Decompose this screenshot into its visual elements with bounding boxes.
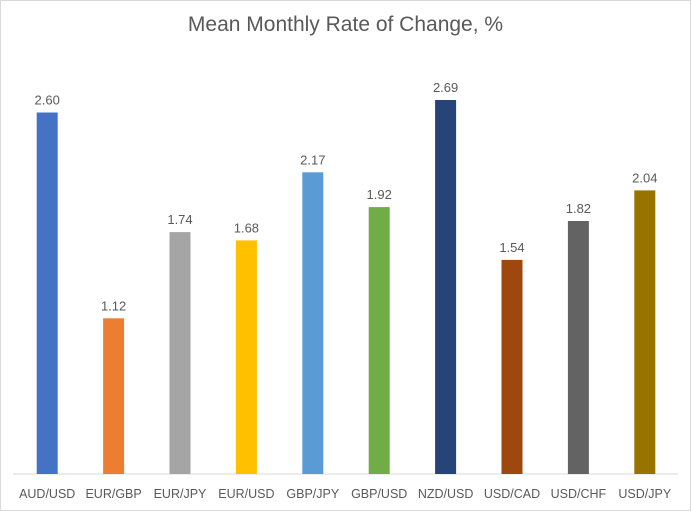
x-tick-label-gbp-usd: GBP/USD [351,487,407,501]
bar-aud-usd [36,112,58,474]
bar-eur-jpy [169,232,191,474]
bar-eur-usd [235,240,257,474]
data-label-usd-chf: 1.82 [566,201,591,216]
data-label-eur-usd: 1.68 [234,220,259,235]
bar-usd-cad [501,259,523,474]
data-label-gbp-usd: 1.92 [367,187,392,202]
x-tick-label-aud-usd: AUD/USD [19,487,75,501]
bar-usd-jpy [634,190,656,474]
data-label-eur-jpy: 1.74 [167,212,192,227]
data-label-usd-cad: 1.54 [499,240,524,255]
value-labels-group: 2.60 1.12 1.74 1.68 2.17 1.92 2.69 1.54 1.82 2.04 [35,80,658,313]
x-tick-label-usd-chf: USD/CHF [551,487,607,501]
x-tick-label-nzd-usd: NZD/USD [418,487,474,501]
data-label-usd-jpy: 2.04 [632,170,657,185]
bar-eur-gbp [103,318,125,474]
x-tick-label-usd-cad: USD/CAD [484,487,540,501]
bar-gbp-jpy [302,172,324,475]
data-label-aud-usd: 2.60 [35,93,60,108]
x-tick-label-gbp-jpy: GBP/JPY [286,487,339,501]
data-label-gbp-jpy: 2.17 [300,152,325,167]
chart-title: Mean Monthly Rate of Change, % [187,13,504,36]
data-label-nzd-usd: 2.69 [433,80,458,95]
x-tick-label-usd-jpy: USD/JPY [618,487,671,501]
x-tick-label-eur-jpy: EUR/JPY [154,487,207,501]
bar-gbp-usd [368,207,390,474]
x-tick-label-eur-usd: EUR/USD [218,487,274,501]
x-tick-label-eur-gbp: EUR/GBP [85,487,141,501]
bar-nzd-usd [435,100,457,474]
bar-usd-chf [567,221,589,474]
bars-group [36,100,656,475]
data-label-eur-gbp: 1.12 [101,298,126,313]
tick-labels-group: AUD/USD EUR/GBP EUR/JPY EUR/USD GBP/JPY GBP/U… [19,487,672,501]
